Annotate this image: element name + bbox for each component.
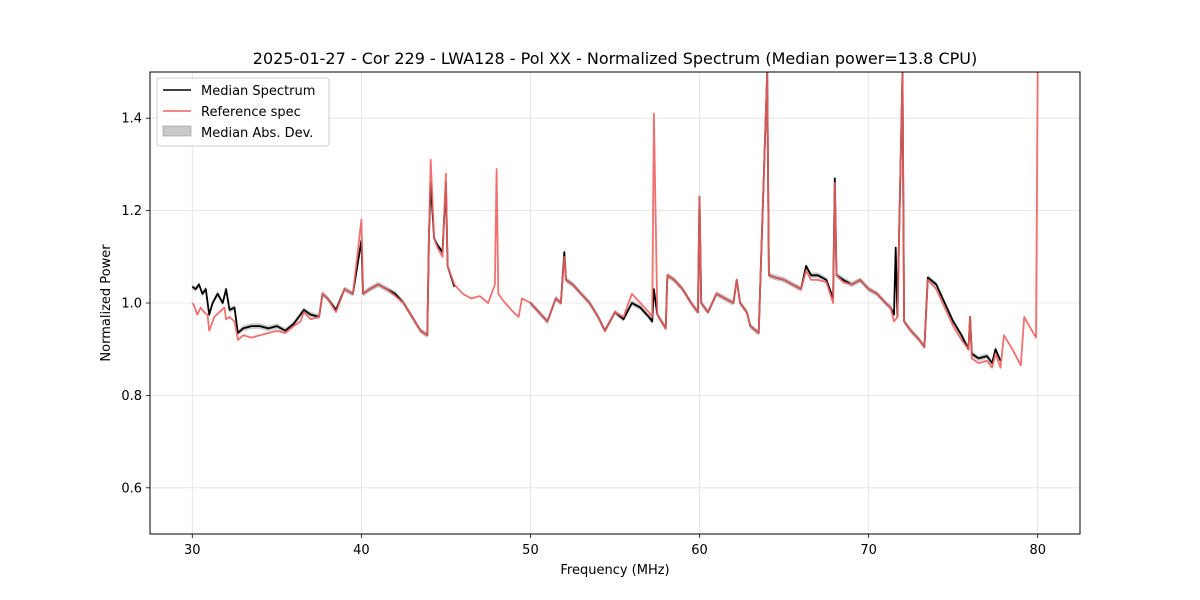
legend-mad-label: Median Abs. Dev. <box>201 126 313 141</box>
y-tick-label: 0.8 <box>121 389 142 404</box>
y-tick-label: 0.6 <box>121 481 142 496</box>
legend: Median Spectrum Reference spec Median Ab… <box>156 77 330 147</box>
x-tick-label: 70 <box>860 543 877 558</box>
x-tick-label: 80 <box>1029 543 1046 558</box>
y-tick-label: 1.0 <box>121 297 142 312</box>
x-tick-label: 50 <box>522 543 539 558</box>
x-tick-label: 60 <box>691 543 708 558</box>
legend-mad-swatch <box>162 125 192 137</box>
x-axis-label: Frequency (MHz) <box>560 563 669 578</box>
legend-reference-label: Reference spec <box>201 105 301 120</box>
series-area <box>191 72 1039 369</box>
x-tick-label: 30 <box>184 543 201 558</box>
chart-title: 2025-01-27 - Cor 229 - LWA128 - Pol XX -… <box>253 49 977 68</box>
y-tick-label: 1.2 <box>121 204 142 219</box>
y-axis: 0.6 0.8 1.0 1.2 1.4 <box>121 112 150 496</box>
reference-spectrum-line <box>191 72 1039 369</box>
x-tick-label: 40 <box>353 543 370 558</box>
x-axis: 30 40 50 60 70 80 <box>184 534 1046 558</box>
y-axis-label: Normalized Power <box>99 244 114 362</box>
y-tick-label: 1.4 <box>121 112 142 127</box>
legend-median-label: Median Spectrum <box>201 84 315 99</box>
legend-frame <box>156 77 330 147</box>
